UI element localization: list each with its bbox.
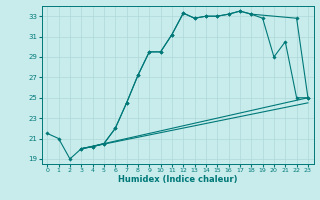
- X-axis label: Humidex (Indice chaleur): Humidex (Indice chaleur): [118, 175, 237, 184]
